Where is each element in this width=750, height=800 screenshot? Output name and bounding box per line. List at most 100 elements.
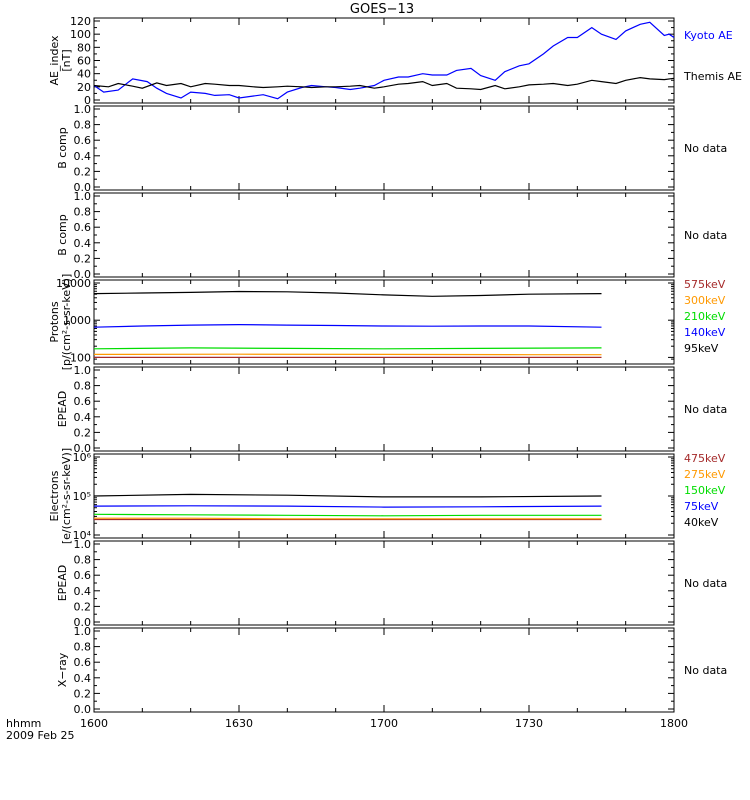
y-axis-label: Protons (48, 301, 61, 342)
no-data-label: No data (684, 403, 727, 416)
panel-4: 100 1000 10000 Protons [p/(cm²-s-sr-keV)] 575… (48, 274, 726, 371)
legend-entry: 40keV (684, 516, 719, 529)
panel-6: 10⁴ 10⁵ 10⁶ Electrons [e/(cm²-s-sr-keV)] 475k… (48, 448, 726, 544)
y-tick-label: 1.0 (74, 625, 92, 638)
legend-entry: 95keV (684, 342, 719, 355)
y-tick-label: 10⁶ (73, 451, 92, 464)
y-tick-label: 0.4 (74, 672, 92, 685)
legend-entry: Kyoto AE (684, 29, 733, 42)
y-axis-label: [nT] (60, 49, 73, 71)
y-tick-label: 0.6 (74, 221, 92, 234)
y-tick-label: 1000 (63, 314, 91, 327)
legend-entry: 475keV (684, 452, 726, 465)
y-tick-label: 0.2 (74, 687, 92, 700)
y-tick-label: 80 (77, 41, 91, 54)
series-line-150kev (93, 513, 602, 517)
series-line-95kev (93, 290, 602, 297)
y-tick-label: 0.2 (74, 426, 92, 439)
panel-frame (93, 540, 675, 626)
y-tick-label: 0 (84, 94, 91, 107)
no-data-label: No data (684, 142, 727, 155)
panel-frame (93, 366, 675, 452)
y-tick-label: 0.0 (74, 268, 92, 281)
y-tick-label: 0.6 (74, 134, 92, 147)
legend-entry: 275keV (684, 468, 726, 481)
x-tick-label: 1630 (225, 717, 253, 730)
legend-entry: 575keV (684, 278, 726, 291)
y-tick-label: 0.8 (74, 119, 92, 132)
series-line-themis-ae (93, 76, 675, 91)
time-axis: hhmm 2009 Feb 25 1600 1630 1700 1730 1800 (6, 717, 688, 742)
series-line-275kev (94, 517, 602, 520)
y-tick-label: 1.0 (74, 190, 92, 203)
y-tick-label: 0.6 (74, 395, 92, 408)
series-line-75kev (93, 505, 602, 508)
y-tick-label: 1.0 (74, 364, 92, 377)
y-tick-label: 0.0 (74, 442, 92, 455)
y-tick-label: 100 (70, 351, 91, 364)
y-tick-label: 0.0 (74, 703, 92, 716)
y-tick-label: 0.8 (74, 206, 92, 219)
y-tick-label: 10⁵ (73, 490, 91, 503)
panel-frame (93, 627, 675, 713)
y-tick-label: 1.0 (74, 538, 92, 551)
series-line-300kev (93, 353, 602, 356)
y-axis-label: EPEAD (56, 391, 69, 428)
y-tick-label: 0.0 (74, 616, 92, 629)
y-tick-label: 0.4 (74, 585, 92, 598)
y-tick-label: 0.8 (74, 380, 92, 393)
y-tick-label: 0.2 (74, 165, 92, 178)
no-data-label: No data (684, 577, 727, 590)
y-tick-label: 40 (77, 68, 91, 81)
y-axis-label: AE_index (48, 35, 61, 86)
y-tick-label: 0.8 (74, 554, 92, 567)
y-tick-label: 0.0 (74, 181, 92, 194)
legend-entry: 210keV (684, 310, 726, 323)
x-tick-label: 1700 (370, 717, 398, 730)
y-axis-label: B comp (56, 127, 69, 169)
y-tick-label: 0.4 (74, 237, 92, 250)
figure-title: GOES−13 (350, 2, 414, 17)
y-tick-label: 0.2 (74, 600, 92, 613)
y-axis-label: X−ray (56, 652, 69, 687)
y-tick-label: 0.8 (74, 641, 92, 654)
series-line-140kev (93, 323, 602, 328)
y-tick-label: 0.4 (74, 150, 92, 163)
y-tick-label: 120 (70, 15, 91, 28)
panel-8: 0.0 0.2 0.4 0.6 0.8 1.0 X−ray No data (56, 625, 727, 716)
y-tick-label: 60 (77, 55, 91, 68)
legend-entry: 140keV (684, 326, 726, 339)
y-tick-label: 0.2 (74, 252, 92, 265)
y-tick-label: 0.6 (74, 656, 92, 669)
y-tick-label: 10000 (56, 277, 91, 290)
legend-entry: 300keV (684, 294, 726, 307)
series-line-40kev (93, 493, 602, 498)
legend-entry: 150keV (684, 484, 726, 497)
y-tick-label: 1.0 (74, 103, 92, 116)
panel-2: 0.0 0.2 0.4 0.6 0.8 1.0 B comp No data (56, 103, 727, 194)
y-tick-label: 10⁴ (73, 529, 92, 542)
y-axis-label: [p/(cm²-s-sr-keV)] (60, 274, 73, 371)
panel-7: 0.0 0.2 0.4 0.6 0.8 1.0 EPEAD No data (56, 538, 727, 629)
series-line-kyoto-ae (93, 21, 675, 100)
x-tick-label: 1800 (660, 717, 688, 730)
x-tick-label: 1600 (80, 717, 108, 730)
y-tick-label: 0.4 (74, 411, 92, 424)
y-axis-label: Electrons (48, 470, 61, 521)
legend-entry: Themis AE (683, 70, 742, 83)
y-axis-label: [e/(cm²-s-sr-keV)] (60, 448, 73, 544)
panel-frame (93, 192, 675, 278)
y-axis-label: EPEAD (56, 565, 69, 602)
y-axis-label: B comp (56, 214, 69, 256)
panel-5: 0.0 0.2 0.4 0.6 0.8 1.0 EPEAD No data (56, 364, 727, 455)
y-tick-label: 0.6 (74, 569, 92, 582)
y-tick-label: 100 (70, 28, 91, 41)
panel-frame (93, 105, 675, 191)
series-line-210kev (93, 347, 602, 350)
time-axis-label-hhmm: hhmm (6, 717, 41, 730)
time-axis-label-date: 2009 Feb 25 (6, 729, 74, 742)
legend-entry: 75keV (684, 500, 719, 513)
